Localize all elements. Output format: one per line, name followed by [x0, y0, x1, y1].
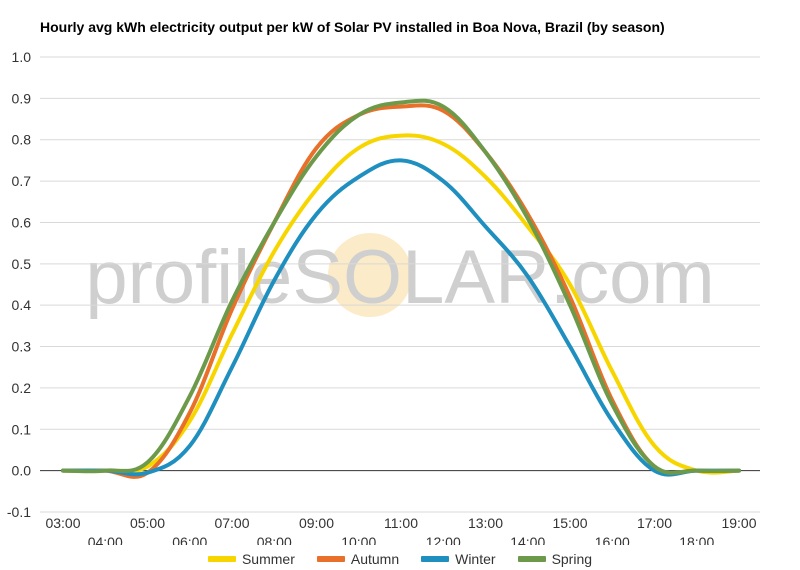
- legend-label: Winter: [455, 551, 496, 567]
- series-line-winter: [61, 158, 741, 477]
- x-tick-label: 14:00: [510, 534, 545, 545]
- line-chart: profileSOLAR.com -0.1 0.0 0.1 0.2 0.3 0.4 0.5 0…: [7, 49, 760, 545]
- y-tick-label: 0.4: [12, 297, 32, 313]
- x-tick-label: 13:00: [468, 515, 503, 531]
- x-axis-ticks: 03:00 04:00 05:00 06:00 07:00 08:00 09:00 10:00…: [45, 515, 756, 545]
- watermark-text: profileSOLAR.com: [85, 235, 714, 320]
- x-tick-label: 04:00: [88, 534, 123, 545]
- y-tick-label: 0.5: [12, 256, 32, 272]
- legend-label: Spring: [551, 551, 593, 567]
- legend-item-summer[interactable]: Summer: [207, 551, 295, 567]
- watermark: profileSOLAR.com: [85, 233, 715, 320]
- x-tick-label: 17:00: [637, 515, 672, 531]
- x-tick-label: 08:00: [257, 534, 292, 545]
- legend-swatch: [421, 556, 450, 562]
- x-tick-label: 15:00: [552, 515, 587, 531]
- x-tick-label: 06:00: [172, 534, 207, 545]
- y-axis-ticks: -0.1 0.0 0.1 0.2 0.3 0.4 0.5 0.6 0.7 0.8 0.9 1.0: [7, 49, 31, 520]
- x-tick-label: 11:00: [384, 515, 418, 531]
- y-tick-label: 0.0: [12, 463, 32, 479]
- legend-swatch: [207, 556, 236, 562]
- watermark-sun-icon: [328, 233, 412, 317]
- legend-label: Autumn: [350, 551, 400, 567]
- y-tick-label: 1.0: [12, 49, 32, 65]
- y-tick-label: -0.1: [7, 504, 31, 520]
- x-tick-label: 10:00: [341, 534, 376, 545]
- y-tick-label: 0.2: [12, 380, 32, 396]
- x-tick-label: 19:00: [721, 515, 756, 531]
- x-tick-label: 07:00: [214, 515, 249, 531]
- x-tick-label: 09:00: [299, 515, 334, 531]
- x-tick-label: 12:00: [426, 534, 461, 545]
- x-tick-label: 16:00: [595, 534, 630, 545]
- legend-label: Summer: [241, 551, 295, 567]
- chart-title: Hourly avg kWh electricity output per kW…: [40, 19, 665, 35]
- y-tick-label: 0.6: [12, 214, 32, 230]
- series-lines: [61, 98, 741, 479]
- legend-item-winter[interactable]: Winter: [421, 551, 496, 567]
- legend-item-autumn[interactable]: Autumn: [316, 551, 400, 567]
- legend: Summer Autumn Winter Spring: [0, 549, 800, 569]
- x-tick-label: 03:00: [45, 515, 80, 531]
- y-tick-label: 0.7: [12, 173, 32, 189]
- legend-swatch: [316, 556, 345, 562]
- series-line-summer: [61, 133, 741, 475]
- y-tick-label: 0.9: [12, 90, 32, 106]
- y-tick-label: 0.8: [12, 132, 32, 148]
- x-tick-label: 18:00: [679, 534, 714, 545]
- legend-swatch: [517, 556, 546, 562]
- y-tick-label: 0.1: [12, 421, 32, 437]
- series-line-spring: [61, 98, 741, 475]
- legend-item-spring[interactable]: Spring: [517, 551, 593, 567]
- y-tick-label: 0.3: [12, 339, 32, 355]
- x-tick-label: 05:00: [130, 515, 165, 531]
